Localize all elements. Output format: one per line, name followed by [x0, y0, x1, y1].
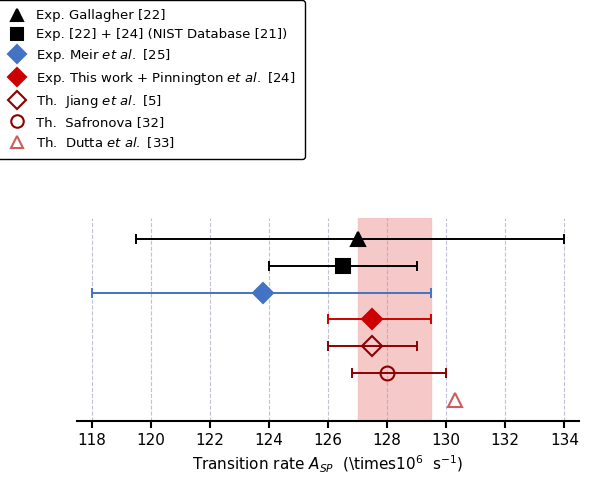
Bar: [358, 218, 431, 421]
X-axis label: Transition rate $A_{SP}$  (\times10$^{6}$  s$^{-1}$): Transition rate $A_{SP}$ (\times10$^{6}$…: [192, 454, 464, 474]
Legend: Exp. Gallagher [22], Exp. [22] + [24] (NIST Database [21]), Exp. Meir $\it{et\ a: Exp. Gallagher [22], Exp. [22] + [24] (N…: [0, 0, 305, 159]
